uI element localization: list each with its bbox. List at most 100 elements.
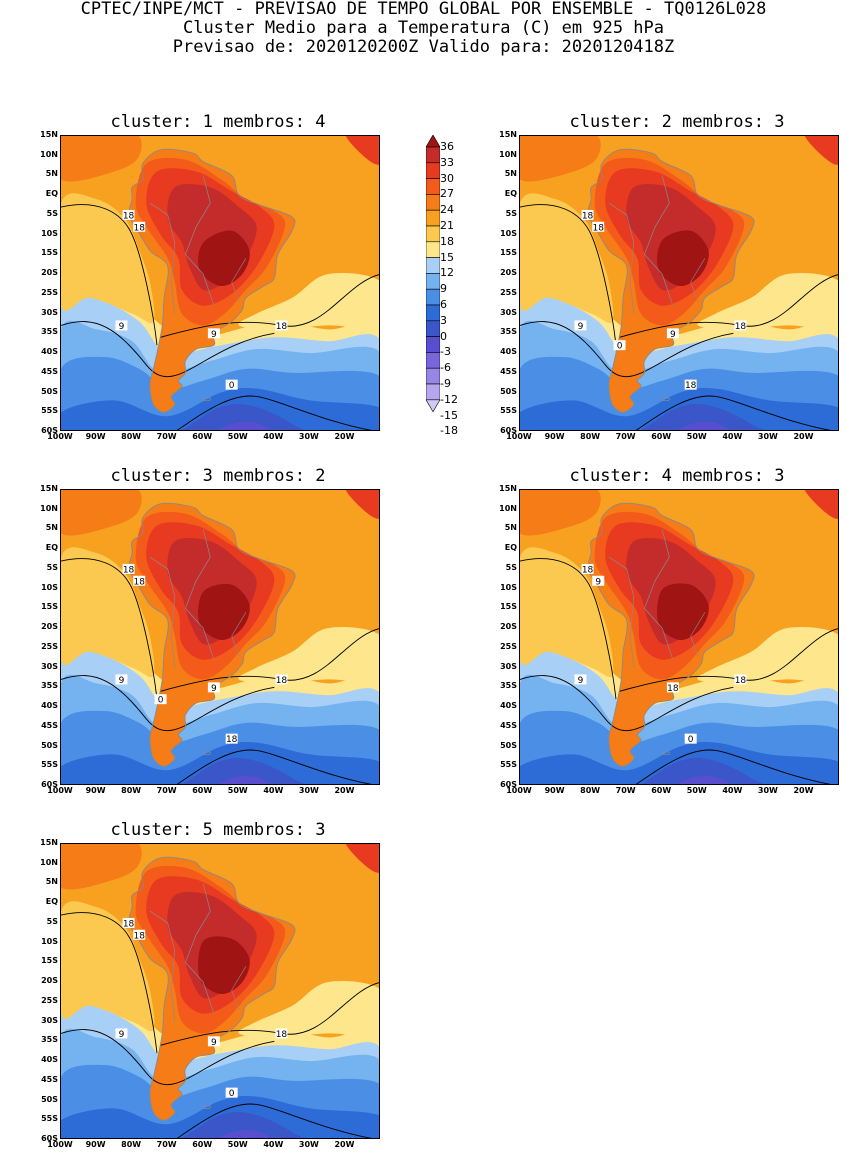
- x-tick-label: 50W: [227, 432, 248, 441]
- y-tick-label: 60S: [41, 780, 58, 789]
- coastline: [587, 148, 755, 413]
- temperature-map: 18 18 9 9 18 0: [60, 843, 380, 1139]
- africa-warm: [804, 490, 838, 519]
- y-tick-label: EQ: [504, 543, 517, 553]
- y-tick-label: 10N: [40, 857, 58, 867]
- y-tick-label: 5N: [504, 169, 517, 179]
- y-tick-label: 25S: [500, 641, 517, 651]
- svg-text:18: 18: [133, 931, 145, 941]
- panel-title: cluster: 5 membros: 3: [110, 820, 326, 840]
- svg-text:18: 18: [133, 223, 145, 233]
- x-tick-label: 100W: [506, 432, 532, 441]
- coastline: [128, 148, 296, 413]
- x-tick-label: 40W: [263, 432, 284, 441]
- y-tick-label: 45S: [41, 1074, 58, 1084]
- x-tick-label: 90W: [85, 786, 106, 795]
- contour-label: 9: [115, 674, 128, 686]
- contour-label: 9: [666, 328, 679, 340]
- band-33-36: [657, 230, 709, 287]
- y-tick-label: 50S: [41, 386, 58, 396]
- svg-text:9: 9: [670, 330, 676, 340]
- contour-label: 18: [275, 674, 288, 686]
- y-tick-label: 15S: [41, 248, 58, 258]
- y-tick-label: 25S: [41, 641, 58, 651]
- legend-label: -9: [440, 377, 451, 390]
- x-tick-label: 30W: [757, 786, 778, 795]
- y-tick-label: 10S: [41, 582, 58, 592]
- x-tick-label: 70W: [156, 786, 177, 795]
- band-15-18-pacific: [61, 547, 155, 678]
- y-tick-label: 55S: [41, 760, 58, 770]
- x-tick-label: 40W: [263, 1140, 284, 1149]
- y-tick-label: 60S: [500, 780, 517, 789]
- contour-label: 18: [225, 733, 238, 745]
- contour-9: [61, 321, 275, 378]
- legend-label: 36: [440, 140, 454, 153]
- y-tick-label: 15N: [40, 838, 58, 847]
- x-tick-label: 80W: [121, 432, 142, 441]
- legend-arrow-bottom: [425, 399, 441, 413]
- band-north-pacific: [61, 490, 142, 536]
- legend-label: -15: [440, 408, 458, 422]
- y-tick-label: 5S: [505, 208, 517, 218]
- x-tick-label: 50W: [227, 1140, 248, 1149]
- falkland-islands: [202, 751, 212, 756]
- contour-label: 18: [133, 575, 146, 587]
- x-tick-label: 20W: [334, 1140, 355, 1149]
- legend-label: -18: [440, 424, 458, 438]
- legend-label: 24: [440, 203, 454, 217]
- x-tick-label: 60W: [651, 432, 672, 441]
- y-tick-label: 35S: [500, 681, 517, 691]
- y-tick-label: 40S: [41, 1055, 58, 1065]
- map-canvas: 18 18 9 9 18 18 0: [61, 490, 379, 784]
- header-line-1: CPTEC/INPE/MCT - PREVISAO DE TEMPO GLOBA…: [80, 0, 767, 19]
- contour-0: [635, 395, 832, 430]
- band-minus3-0: [642, 757, 764, 784]
- band-minus6-minus3: [677, 422, 730, 430]
- temperature-map: 18 18 9 9 18 0: [60, 135, 380, 431]
- legend-swatch: [425, 304, 441, 322]
- band-minus6-minus3: [677, 776, 730, 784]
- legend-arrow-top: [425, 134, 441, 148]
- y-tick-label: 10S: [41, 228, 58, 238]
- header-line-2: Cluster Medio para a Temperatura (C) em …: [182, 18, 665, 38]
- x-tick-label: 30W: [298, 786, 319, 795]
- legend-swatch: [425, 336, 441, 353]
- band-15-18-pacific: [61, 901, 155, 1032]
- legend-swatch: [425, 146, 441, 164]
- contour-label: 18: [592, 221, 605, 233]
- y-tick-label: 15N: [40, 130, 58, 139]
- contour-label: 18: [122, 917, 135, 929]
- svg-text:0: 0: [229, 1089, 235, 1099]
- x-tick-label: 50W: [686, 432, 707, 441]
- contour-label: 9: [115, 320, 128, 332]
- y-tick-label: 60S: [500, 426, 517, 435]
- contour-label: 9: [207, 682, 220, 694]
- y-tick-label: 30S: [41, 661, 58, 671]
- svg-text:9: 9: [578, 322, 584, 332]
- band-33-36: [198, 936, 250, 995]
- falkland-islands: [661, 751, 671, 756]
- band-33-36: [198, 583, 250, 641]
- y-tick-label: 60S: [41, 426, 58, 435]
- svg-text:9: 9: [595, 577, 601, 587]
- legend-label: 21: [440, 219, 454, 232]
- band-north-pacific: [61, 844, 142, 890]
- legend-swatch: [425, 194, 441, 211]
- x-tick-label: 70W: [156, 1140, 177, 1149]
- coastline: [128, 856, 296, 1121]
- y-tick-label: 5S: [505, 562, 517, 572]
- contour-label: 0: [225, 379, 238, 391]
- panel-title: cluster: 2 membros: 3: [569, 112, 785, 132]
- band-minus6-minus3: [218, 1130, 271, 1138]
- svg-text:18: 18: [582, 565, 594, 575]
- y-tick-label: 40S: [41, 347, 58, 357]
- x-tick-label: 100W: [47, 786, 73, 795]
- state-border: [690, 612, 706, 656]
- svg-text:18: 18: [685, 381, 697, 391]
- svg-text:18: 18: [667, 684, 679, 694]
- legend-swatch: [425, 352, 441, 369]
- legend-swatch: [425, 273, 441, 290]
- y-tick-label: 15S: [500, 248, 517, 258]
